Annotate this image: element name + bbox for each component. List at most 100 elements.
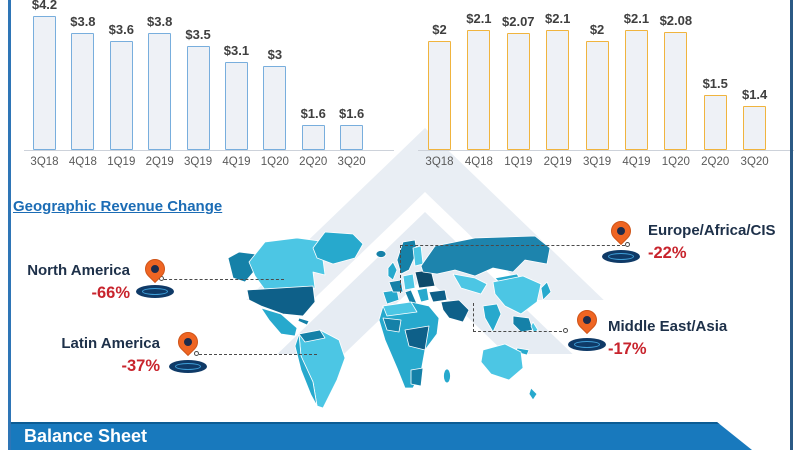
connector-line-middle-east — [473, 331, 567, 332]
banner-title: Balance Sheet — [24, 426, 148, 446]
region-change-value: -17% — [608, 340, 647, 358]
bar — [340, 125, 364, 150]
connector-endpoint — [625, 242, 630, 247]
bar-value-label: $3.8 — [70, 14, 96, 29]
bar — [71, 33, 95, 150]
bar-slot: $1.6 3Q20 — [338, 0, 366, 168]
bar — [33, 16, 56, 150]
connector-line-europe-drop — [400, 245, 401, 293]
bar — [624, 30, 648, 150]
bar-slot: $1.5 2Q20 — [701, 0, 729, 168]
x-tick-label: 1Q19 — [504, 156, 533, 168]
bar — [506, 33, 530, 150]
bar-slot: $2.08 1Q20 — [660, 0, 693, 168]
bar-slot: $4.2 3Q18 — [30, 0, 58, 168]
world-map — [227, 231, 552, 409]
bar-value-label: $1.5 — [702, 76, 728, 91]
x-tick-label: 1Q19 — [107, 156, 136, 168]
bar-slot: $3.6 1Q19 — [107, 0, 135, 168]
pin-base-icon — [568, 338, 606, 351]
bar-value-label: $1.6 — [338, 106, 365, 121]
bar-value-label: $3.5 — [185, 27, 211, 42]
x-tick-label: 2Q19 — [145, 156, 174, 168]
connector-line-north-america — [164, 279, 284, 280]
connector-endpoint — [563, 328, 568, 333]
bar-slot: $2.1 4Q19 — [622, 0, 650, 168]
x-tick-label: 3Q18 — [425, 156, 454, 168]
x-tick-label: 3Q20 — [740, 156, 769, 168]
revenue-bar-chart-blue: $4.2 3Q18 $3.8 4Q18 $3.6 1Q19 $3.8 2Q19 $3.5 3Q19… — [26, 0, 392, 175]
bar-value-label: $2 — [432, 22, 447, 37]
bar-slot: $3.1 4Q19 — [222, 0, 250, 168]
x-tick-label: 3Q18 — [30, 156, 59, 168]
connector-line-middle-east-drop — [473, 303, 474, 332]
bar-value-label: $1.4 — [741, 87, 768, 102]
bar-value-label: $2.1 — [466, 11, 492, 26]
x-axis-line — [24, 150, 394, 151]
section-heading-link[interactable]: Geographic Revenue Change — [13, 198, 223, 215]
x-tick-label: 2Q20 — [299, 156, 328, 168]
map-pin-icon — [606, 216, 636, 246]
bar — [263, 66, 287, 150]
bar-slot: $2 3Q18 — [425, 0, 453, 168]
bar — [703, 95, 727, 150]
region-label: Europe/Africa/CIS — [648, 222, 776, 239]
bar-value-label: $3.1 — [223, 43, 250, 58]
bar — [664, 32, 688, 150]
slide-left-border — [8, 0, 11, 450]
bar-slot: $2 3Q19 — [583, 0, 611, 168]
region-change-value: -66% — [91, 284, 130, 302]
x-tick-label: 4Q19 — [622, 156, 651, 168]
bar — [743, 106, 767, 150]
bar-slot: $1.4 3Q20 — [741, 0, 769, 168]
bar-value-label: $2.07 — [502, 14, 535, 29]
bar-value-label: $3.8 — [147, 14, 173, 29]
connector-line-latin-america — [199, 354, 317, 355]
x-axis-line — [418, 150, 794, 151]
x-tick-label: 4Q18 — [68, 156, 97, 168]
bar — [224, 62, 248, 150]
bar-value-label: $3 — [267, 47, 283, 62]
bar-slot: $2.1 2Q19 — [544, 0, 572, 168]
x-tick-label: 2Q20 — [701, 156, 730, 168]
x-tick-label: 1Q20 — [661, 156, 690, 168]
bar — [467, 30, 491, 150]
region-label: Middle East/Asia — [608, 318, 728, 335]
map-pin-icon — [572, 305, 602, 335]
x-tick-label: 4Q18 — [464, 156, 493, 168]
bar-slot: $3 1Q20 — [261, 0, 289, 168]
bar — [301, 125, 325, 150]
revenue-bar-chart-gold: $2 3Q18 $2.1 4Q18 $2.07 1Q19 $2.1 2Q19 $2 3Q19 $2.… — [420, 0, 792, 175]
bar — [186, 46, 210, 150]
region-latin-america: Latin America -37% — [46, 335, 160, 375]
region-change-value: -37% — [121, 357, 160, 375]
bar-value-label: $3.6 — [108, 22, 134, 37]
bar — [428, 41, 451, 150]
bar — [546, 30, 570, 150]
bar-value-label: $2.1 — [623, 11, 650, 26]
bar-slot: $2.1 4Q18 — [465, 0, 493, 168]
banner-top-edge — [10, 422, 752, 424]
connector-endpoint — [194, 351, 199, 356]
region-label: North America — [27, 262, 130, 279]
x-tick-label: 3Q20 — [337, 156, 366, 168]
bar-slot: $3.8 4Q18 — [69, 0, 97, 168]
bar-value-label: $4.2 — [31, 0, 58, 12]
slide-right-border — [790, 0, 793, 450]
bar-value-label: $2.08 — [659, 13, 693, 28]
x-tick-label: 2Q19 — [543, 156, 572, 168]
connector-line-europe — [400, 245, 625, 246]
region-middle-east-asia: Middle East/Asia -17% — [608, 318, 748, 358]
bar-value-label: $2.1 — [545, 11, 571, 26]
bar-slot: $3.8 2Q19 — [146, 0, 174, 168]
x-tick-label: 3Q19 — [183, 156, 213, 168]
bar — [585, 41, 609, 150]
bar-value-label: $2 — [589, 22, 605, 37]
balance-sheet-banner: Balance Sheet — [10, 422, 752, 450]
region-label: Latin America — [61, 335, 160, 352]
pin-base-icon — [602, 250, 640, 263]
pin-base-icon — [136, 285, 174, 298]
bar — [148, 33, 172, 150]
x-tick-label: 4Q19 — [222, 156, 251, 168]
